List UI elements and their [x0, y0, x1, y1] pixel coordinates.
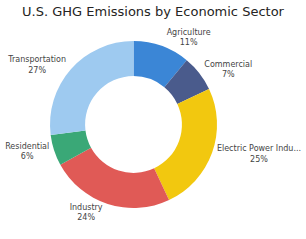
svg-text:Electric Power Indu...25%: Electric Power Indu...25%	[217, 144, 301, 163]
svg-text:Agriculture11%: Agriculture11%	[167, 28, 211, 47]
svg-text:Industry24%: Industry24%	[70, 203, 103, 222]
svg-text:Residential6%: Residential6%	[5, 142, 49, 161]
svg-text:U.S. GHG Emissions by Economic: U.S. GHG Emissions by Economic Sector	[22, 4, 285, 19]
svg-text:Transportation27%: Transportation27%	[7, 55, 66, 74]
svg-text:Commercial7%: Commercial7%	[204, 60, 252, 79]
